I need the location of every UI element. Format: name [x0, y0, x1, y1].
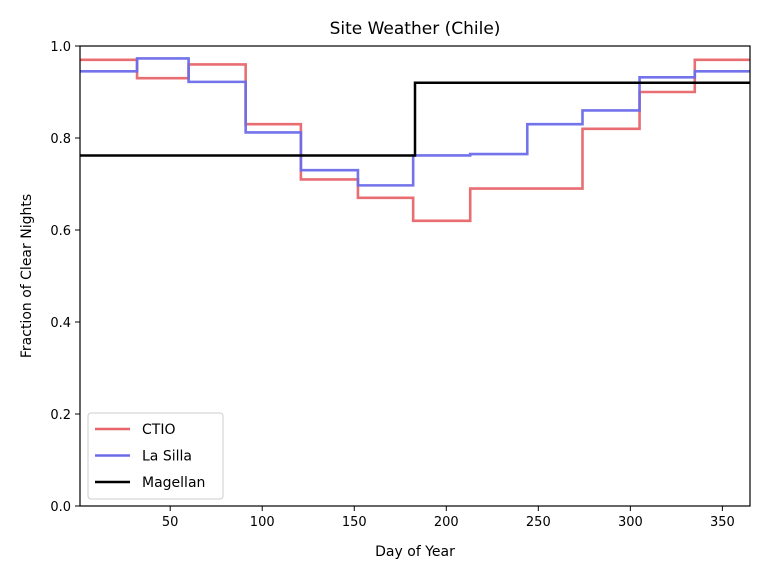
x-tick-label: 150	[342, 515, 367, 530]
y-axis-label: Fraction of Clear Nights	[19, 194, 35, 358]
chart-title: Site Weather (Chile)	[330, 19, 501, 39]
plot-area: 50 100 150 200 250 300 350 0.0 0.2 0.4 0.6 0.8 1.0	[50, 40, 751, 530]
x-tick-label: 200	[434, 515, 459, 530]
y-tick-label: 0.0	[50, 500, 71, 515]
legend-label-magellan: Magellan	[142, 475, 205, 491]
y-tick-label: 1.0	[50, 40, 71, 55]
legend: CTIO La Silla Magellan	[87, 412, 224, 500]
x-axis-label: Day of Year	[375, 544, 455, 560]
legend-label-la-silla: La Silla	[142, 449, 192, 465]
x-tick-label: 50	[162, 515, 179, 530]
y-tick-label: 0.6	[50, 224, 71, 239]
y-tick-label: 0.2	[50, 408, 71, 423]
x-tick-label: 300	[618, 515, 643, 530]
x-tick-label: 100	[250, 515, 275, 530]
series-line-magellan	[80, 81, 750, 157]
legend-box	[87, 412, 224, 500]
y-tick-label: 0.4	[50, 316, 71, 331]
legend-label-ctio: CTIO	[142, 422, 175, 438]
x-tick-label: 250	[526, 515, 551, 530]
y-tick-label: 0.8	[50, 132, 71, 147]
series-line-la-silla	[80, 57, 750, 187]
x-tick-label: 350	[710, 515, 735, 530]
plot-frame	[79, 45, 751, 507]
